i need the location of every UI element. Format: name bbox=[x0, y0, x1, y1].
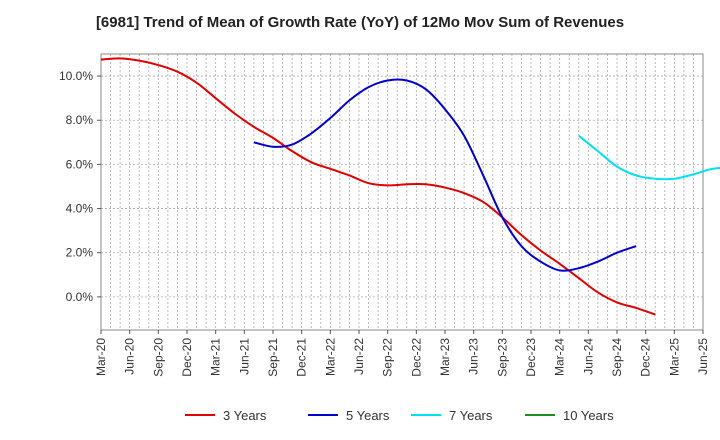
x-tick-label: Mar-25 bbox=[667, 338, 681, 376]
legend-label-7-years: 7 Years bbox=[449, 408, 493, 423]
y-tick-label: 6.0% bbox=[66, 157, 94, 171]
x-tick-label: Sep-22 bbox=[381, 338, 395, 377]
x-tick-label: Dec-23 bbox=[524, 338, 538, 377]
y-tick-label: 0.0% bbox=[66, 290, 94, 304]
x-tick-label: Dec-20 bbox=[180, 338, 194, 377]
y-tick-label: 8.0% bbox=[66, 113, 94, 127]
x-tick-label: Mar-21 bbox=[209, 338, 223, 376]
x-axis: Mar-20 Jun-20 Sep-20 Dec-20 Mar-21 Jun-21 Sep-… bbox=[94, 330, 710, 377]
legend-label-10-years: 10 Years bbox=[563, 408, 614, 423]
y-tick-label: 10.0% bbox=[59, 69, 93, 83]
x-tick-label: Mar-22 bbox=[323, 338, 337, 376]
x-tick-label: Jun-21 bbox=[237, 338, 251, 375]
x-tick-label: Dec-24 bbox=[639, 338, 653, 377]
series-line-5-years bbox=[253, 78, 637, 272]
series-layer bbox=[100, 57, 720, 316]
y-tick-label: 2.0% bbox=[66, 246, 94, 260]
legend-label-5-years: 5 Years bbox=[346, 408, 390, 423]
x-tick-label: Jun-22 bbox=[352, 338, 366, 375]
grid-layer bbox=[101, 54, 703, 330]
x-tick-label: Jun-24 bbox=[581, 338, 595, 375]
x-tick-label: Mar-24 bbox=[553, 338, 567, 376]
x-tick-label: Dec-22 bbox=[409, 338, 423, 377]
y-axis: 0.0% 2.0% 4.0% 6.0% 8.0% 10.0% bbox=[59, 69, 101, 304]
series-line-3-years bbox=[100, 57, 656, 316]
x-tick-label: Sep-21 bbox=[266, 338, 280, 377]
chart-title: [6981] Trend of Mean of Growth Rate (YoY… bbox=[95, 14, 625, 31]
x-tick-label: Mar-20 bbox=[94, 338, 108, 376]
y-tick-label: 4.0% bbox=[66, 202, 94, 216]
x-tick-label: Mar-23 bbox=[438, 338, 452, 376]
series-line-7-years bbox=[578, 134, 720, 181]
x-tick-label: Jun-20 bbox=[123, 338, 137, 375]
plot-frame bbox=[100, 53, 704, 331]
x-tick-label: Jun-25 bbox=[696, 338, 710, 375]
x-tick-label: Sep-20 bbox=[151, 338, 165, 377]
x-tick-label: Jun-23 bbox=[467, 338, 481, 375]
legend: 3 Years 5 Years 7 Years 10 Years bbox=[185, 408, 614, 423]
legend-label-3-years: 3 Years bbox=[223, 408, 267, 423]
x-tick-label: Sep-24 bbox=[610, 338, 624, 377]
x-tick-label: Sep-23 bbox=[495, 338, 509, 377]
x-tick-label: Dec-21 bbox=[295, 338, 309, 377]
